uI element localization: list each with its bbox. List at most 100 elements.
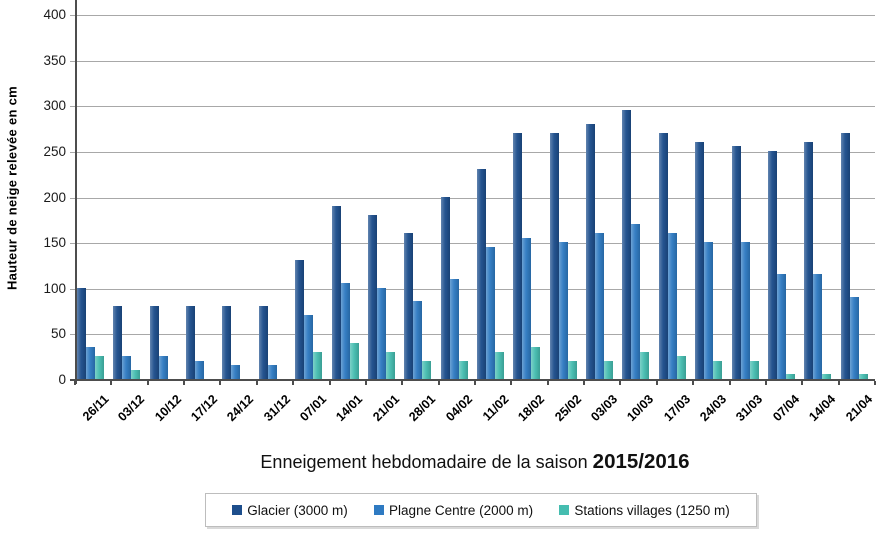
- bar: [767, 150, 777, 379]
- bar: [713, 360, 723, 379]
- bar: [704, 242, 714, 379]
- x-category-label: 25/02: [551, 392, 584, 425]
- bar: [822, 374, 832, 379]
- x-category-label: 14/04: [806, 392, 839, 425]
- bar: [595, 233, 605, 379]
- x-axis-tick: [110, 381, 113, 385]
- x-category-label: 03/12: [115, 392, 148, 425]
- bar: [122, 356, 132, 379]
- bar: [558, 242, 568, 379]
- bar: [604, 360, 614, 379]
- bar: [486, 246, 495, 379]
- legend: Glacier (3000 m) Plagne Centre (2000 m) St…: [205, 493, 757, 527]
- bar: [304, 315, 314, 379]
- bar: [495, 351, 504, 379]
- bar: [295, 260, 305, 379]
- bar: [313, 351, 323, 379]
- bar: [785, 374, 795, 379]
- bar: [567, 360, 577, 379]
- bar: [149, 306, 159, 379]
- bar: [195, 360, 205, 379]
- bar: [522, 237, 532, 379]
- bar: [804, 141, 814, 379]
- bar: [340, 283, 350, 379]
- y-tick-label: 100: [43, 280, 66, 296]
- x-axis-tick: [728, 381, 731, 385]
- y-tick-label: 350: [43, 52, 66, 68]
- bar: [258, 306, 268, 379]
- x-axis-tick: [619, 381, 622, 385]
- x-category-label: 26/11: [79, 392, 112, 424]
- x-category-label: 03/03: [588, 392, 621, 425]
- x-axis-tick: [874, 381, 876, 385]
- y-gridline: [70, 15, 875, 16]
- bar: [413, 301, 423, 379]
- x-category-label: 21/01: [369, 392, 402, 425]
- bar: [631, 223, 641, 379]
- x-category-label: 17/12: [188, 392, 221, 425]
- legend-label: Stations villages (1250 m): [574, 502, 730, 518]
- bar: [531, 347, 541, 379]
- legend-label: Plagne Centre (2000 m): [389, 502, 534, 518]
- y-tick-label: 150: [43, 235, 66, 251]
- x-axis-tick: [655, 381, 658, 385]
- y-tick-label: 400: [43, 7, 66, 22]
- x-axis-tick: [401, 381, 404, 385]
- x-category-label: 24/12: [224, 392, 257, 425]
- plot-area: [70, 0, 876, 385]
- legend-swatch-icon: [559, 505, 570, 515]
- bar: [449, 278, 459, 379]
- bar: [222, 306, 232, 379]
- bar: [440, 196, 450, 379]
- y-gridline: [70, 151, 875, 153]
- y-axis-title: Hauteur de neige relevée en cm: [4, 85, 20, 291]
- y-tick-label: 50: [50, 326, 66, 342]
- x-axis-tick: [292, 381, 295, 385]
- x-category-label: 17/03: [660, 392, 693, 425]
- bar: [231, 365, 241, 379]
- x-axis: [70, 379, 875, 381]
- bar: [858, 374, 868, 379]
- bar: [477, 169, 486, 379]
- legend-swatch-icon: [374, 505, 385, 515]
- bar: [731, 146, 741, 379]
- x-axis-tick: [764, 381, 767, 385]
- x-category-label: 24/03: [697, 392, 730, 425]
- y-axis: [75, 0, 77, 384]
- bar: [422, 360, 432, 379]
- bar: [367, 214, 377, 379]
- chart-title: Enneigement hebdomadaire de la saison 20…: [75, 450, 875, 474]
- x-axis-tick: [583, 381, 586, 385]
- bar: [849, 296, 859, 379]
- bar: [813, 274, 823, 379]
- bar: [695, 141, 705, 379]
- bar: [667, 233, 677, 379]
- x-axis-tick: [692, 381, 695, 385]
- legend-item: Glacier (3000 m): [232, 503, 348, 518]
- x-category-label: 31/12: [260, 392, 293, 425]
- y-gridline: [70, 243, 875, 245]
- bar: [622, 109, 632, 379]
- bar: [404, 233, 414, 379]
- x-category-label: 31/03: [733, 392, 766, 425]
- bar: [349, 342, 359, 379]
- y-gridline: [70, 60, 875, 62]
- x-axis-tick: [474, 381, 476, 385]
- bar: [549, 132, 559, 379]
- x-axis-tick: [74, 381, 76, 385]
- x-axis-tick: [146, 381, 149, 385]
- x-category-label: 11/02: [479, 392, 512, 424]
- x-axis-tick: [546, 381, 549, 385]
- legend-label: Glacier (3000 m): [247, 502, 348, 518]
- bar: [740, 242, 750, 379]
- x-category-label: 10/03: [624, 392, 657, 425]
- x-axis-tick: [510, 381, 513, 385]
- y-tick-label: 250: [43, 143, 66, 159]
- bar: [376, 287, 386, 379]
- x-category-label: 18/02: [515, 392, 548, 425]
- bar: [776, 274, 786, 379]
- bar: [186, 306, 196, 379]
- x-category-label: 28/01: [406, 392, 439, 425]
- bar: [95, 356, 104, 379]
- y-tick-label: 200: [43, 189, 66, 205]
